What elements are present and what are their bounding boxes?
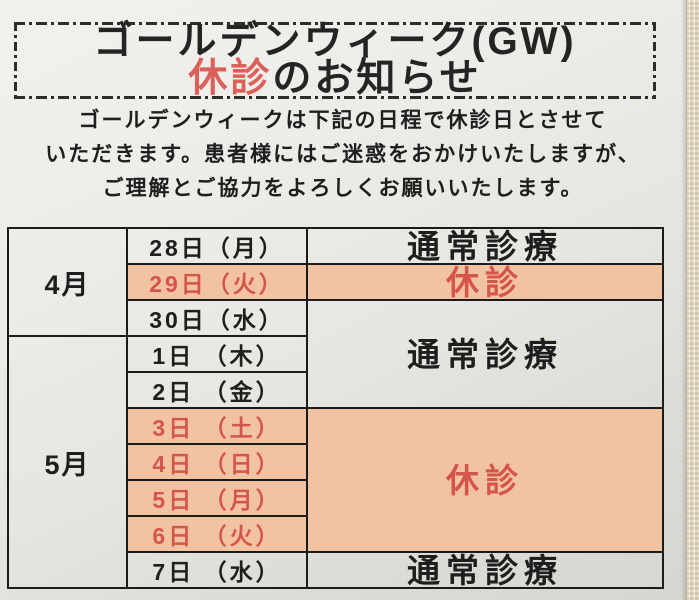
table-row-may-4: 4日 （日） <box>8 443 663 481</box>
title-line-1: ゴールデンウィーク(GW) <box>93 20 577 63</box>
table-row-may-7: 7日 （水） 通常診療 <box>8 551 664 589</box>
date-cell: 2日 （金） <box>126 371 308 409</box>
date-cell: 1日 （木） <box>126 335 308 373</box>
status-cell-closed: 休診 <box>306 263 664 301</box>
intro-paragraph: ゴールデンウィークは下記の日程で休診日とさせて いただきます。患者様にはご迷惑を… <box>0 104 686 206</box>
intro-line-2: いただきます。患者様にはご迷惑をおかけいたしますが、 <box>45 143 641 166</box>
title-line-2: 休診のお知らせ <box>14 57 656 100</box>
date-cell-closed: 6日 （火） <box>126 515 308 553</box>
intro-line-3: ご理解とご協力をよろしくお願いいたします。 <box>102 177 584 200</box>
table-row-may-2: 2日 （金） <box>8 371 663 409</box>
date-cell-closed: 4日 （日） <box>126 443 308 481</box>
table-row-apr-30: 30日（水） 通常診療 <box>8 299 664 409</box>
table-row-may-5: 5日 （月） <box>8 479 663 517</box>
status-cell-closed-merged: 休診 <box>306 407 664 553</box>
month-cell-may: 5月 <box>7 335 128 589</box>
schedule-table-wrap: 4月 28日（月） 通常診療 29日（火） 休診 30日（水） 通常診療 5月 … <box>7 227 664 589</box>
date-cell-closed: 29日（火） <box>126 263 308 301</box>
table-row-apr-28: 4月 28日（月） 通常診療 <box>7 227 664 337</box>
date-cell: 30日（水） <box>126 299 308 337</box>
status-cell-open: 通常診療 <box>306 551 664 589</box>
schedule-table: 4月 28日（月） 通常診療 29日（火） 休診 30日（水） 通常診療 5月 … <box>7 227 664 589</box>
title-box: ゴールデンウィーク(GW) 休診のお知らせ <box>14 22 656 99</box>
date-cell-closed: 3日 （土） <box>126 407 308 445</box>
intro-line-1: ゴールデンウィークは下記の日程で休診日とさせて <box>78 109 608 132</box>
title-closed-word: 休診 <box>188 57 273 100</box>
table-row-apr-29: 29日（火） 休診 <box>8 263 664 301</box>
table-row-may-3: 3日 （土） 休診 <box>8 407 664 553</box>
status-cell-open-merged: 通常診療 <box>306 299 664 409</box>
month-cell-april: 4月 <box>7 227 128 337</box>
paper-edge-shadow <box>681 0 687 600</box>
title-line-2-rest: のお知らせ <box>272 57 482 100</box>
table-row-may-1: 5月 1日 （木） <box>7 335 663 589</box>
status-cell-open: 通常診療 <box>306 227 664 265</box>
date-cell: 28日（月） <box>126 227 308 265</box>
table-row-may-6: 6日 （火） <box>8 515 663 553</box>
date-cell-closed: 5日 （月） <box>126 479 308 517</box>
date-cell: 7日 （水） <box>126 551 308 589</box>
photo-background-strip <box>686 0 699 600</box>
